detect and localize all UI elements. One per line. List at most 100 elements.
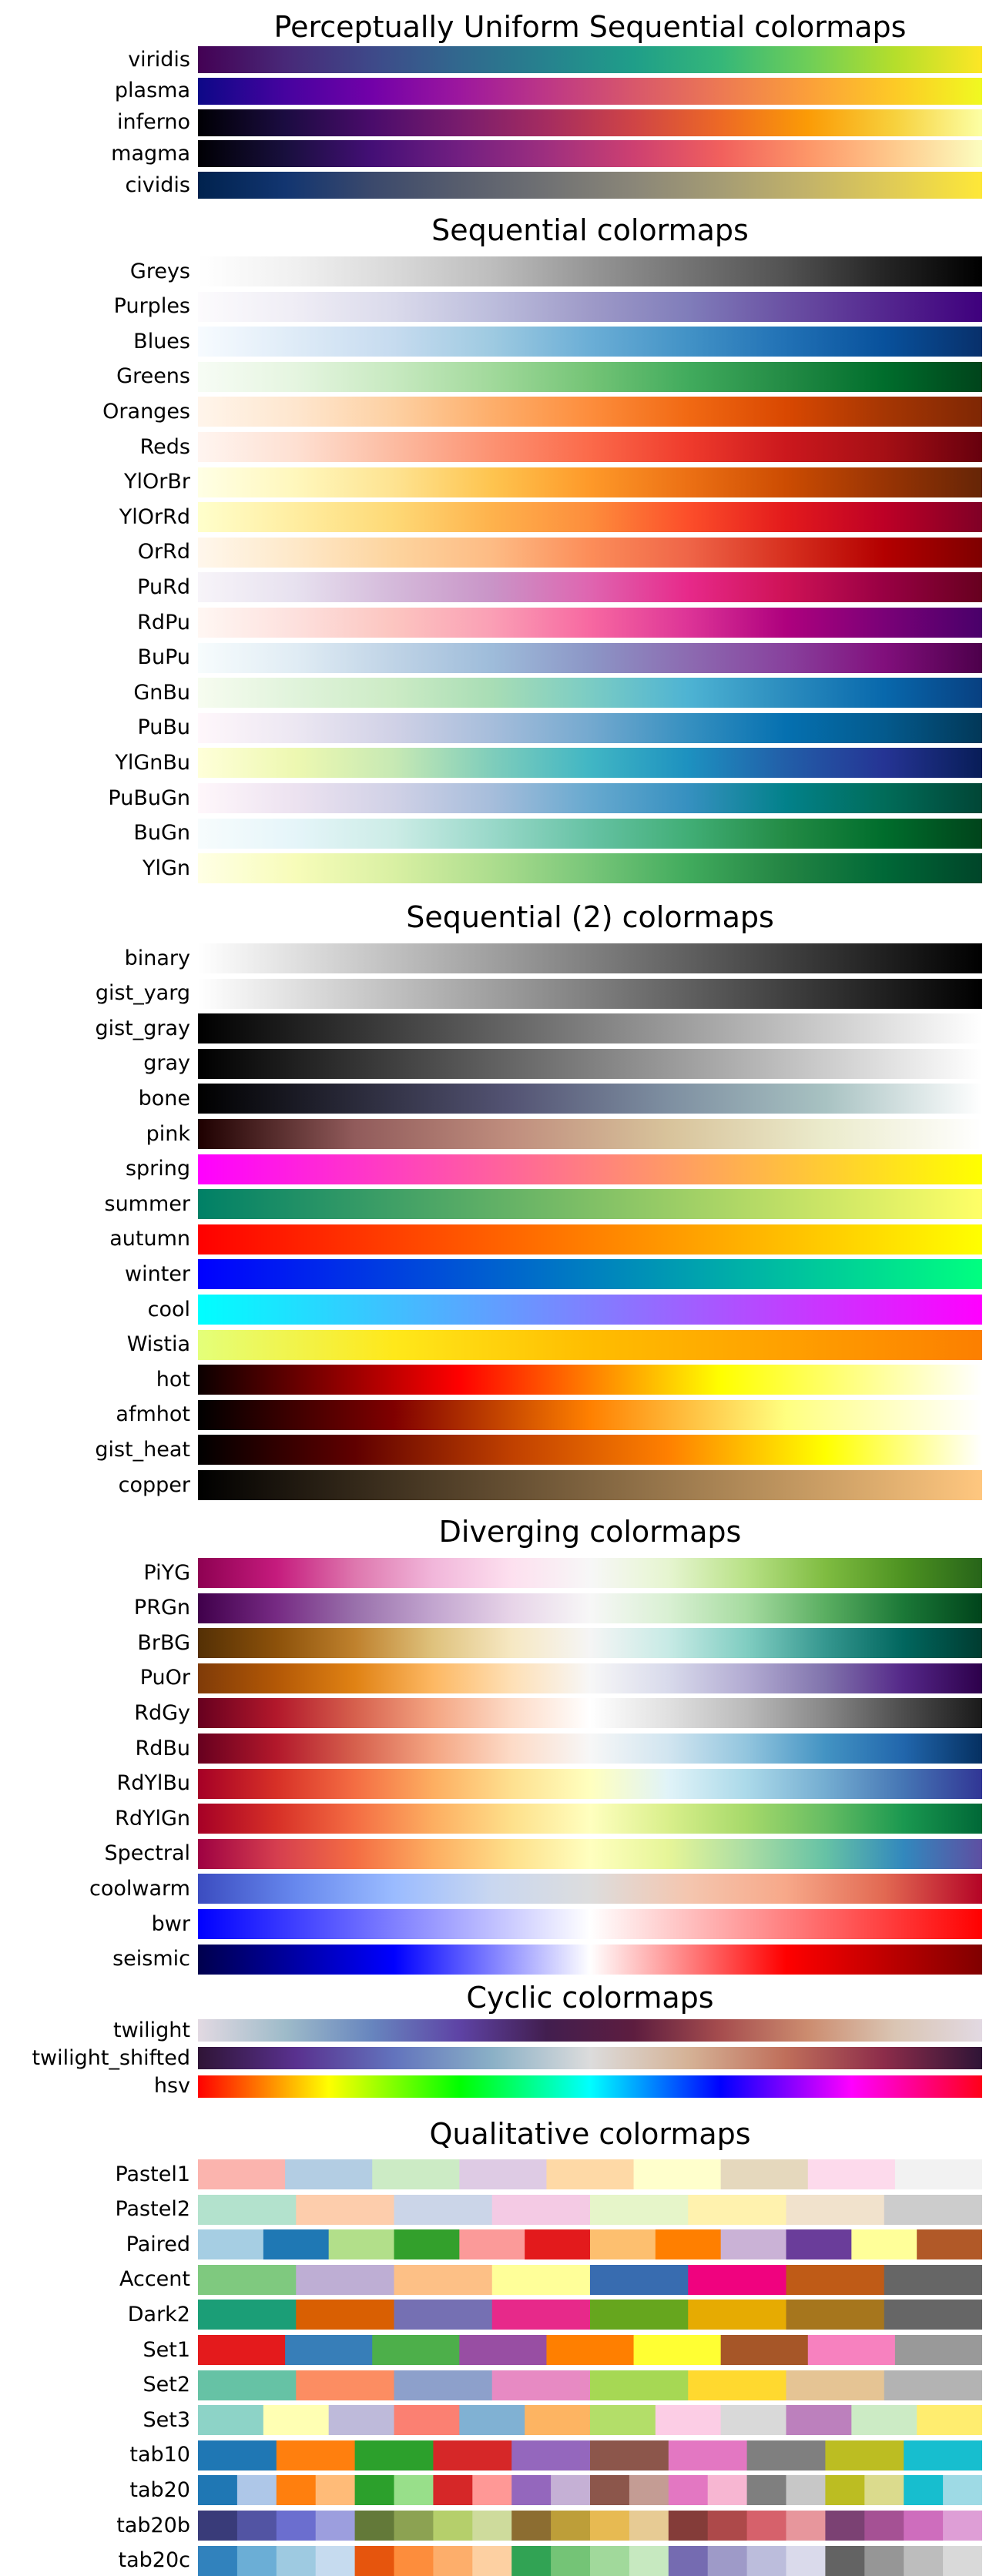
color-cell-tab20-15	[786, 2475, 827, 2506]
colormap-label-set3: Set3	[143, 2407, 190, 2432]
color-cell-tab20-3	[315, 2475, 356, 2506]
section-title-sequential-colormaps: Sequential colormaps	[431, 213, 749, 247]
colormap-swatch-ylgn	[198, 853, 982, 884]
colormap-label-paired: Paired	[126, 2232, 190, 2256]
color-cell-dark2-3	[491, 2300, 591, 2330]
color-cell-tab20b-8	[511, 2511, 552, 2541]
colormap-label-bugn: BuGn	[133, 821, 190, 846]
color-cell-pastel2-6	[786, 2194, 885, 2225]
colormap-label-piyg: PiYG	[143, 1560, 190, 1585]
gradient-fill-gnbu	[198, 678, 982, 708]
colormap-label-reds: Reds	[139, 434, 190, 459]
color-cell-tab20c-9	[551, 2545, 591, 2576]
gradient-fill-reds	[198, 432, 982, 462]
color-cell-dark2-0	[198, 2300, 297, 2330]
colormap-bar-greens	[198, 361, 982, 392]
color-cell-set2-3	[491, 2370, 591, 2400]
colormap-bar-set2	[198, 2370, 982, 2400]
colormap-label-bwr: bwr	[151, 1911, 190, 1936]
colormap-swatch-viridis	[198, 46, 982, 73]
colormap-bar-seismic	[198, 1944, 982, 1975]
colormap-bar-pink	[198, 1119, 982, 1149]
color-cell-set3-5	[525, 2405, 591, 2436]
colormap-bar-cividis	[198, 172, 982, 199]
colormap-bar-bwr	[198, 1909, 982, 1939]
colormap-swatch-tab20	[198, 2475, 982, 2506]
colormap-swatch-bupu	[198, 642, 982, 673]
color-cell-set3-4	[459, 2405, 525, 2436]
colormap-swatch-gist-heat	[198, 1435, 982, 1466]
color-cell-paired-10	[851, 2229, 917, 2260]
color-cell-pastel1-1	[285, 2159, 373, 2189]
colormap-swatch-plasma	[198, 77, 982, 105]
color-cell-pastel1-3	[459, 2159, 548, 2189]
colormap-swatch-tab20b	[198, 2511, 982, 2541]
colormap-bar-binary	[198, 943, 982, 973]
colormap-bar-gist-gray	[198, 1013, 982, 1044]
colormap-label-summer: summer	[104, 1191, 191, 1216]
gradient-fill-spring	[198, 1154, 982, 1184]
color-cell-pastel1-6	[720, 2159, 809, 2189]
colormap-bar-bone	[198, 1084, 982, 1114]
color-cell-tab20c-14	[746, 2545, 787, 2576]
color-cell-tab20b-12	[668, 2511, 709, 2541]
colormap-swatch-brbg	[198, 1628, 982, 1659]
colormap-swatch-ylgnbu	[198, 748, 982, 779]
color-cell-tab20b-19	[943, 2511, 982, 2541]
gradient-fill-ylorbr	[198, 467, 982, 497]
colormap-bar-tab20c	[198, 2545, 982, 2576]
colormap-swatch-ylorbr	[198, 467, 982, 497]
color-cell-tab20-19	[943, 2475, 982, 2506]
colormap-swatch-twilight-shifted	[198, 2047, 982, 2070]
gradient-fill-oranges	[198, 397, 982, 427]
color-cell-tab20-5	[394, 2475, 434, 2506]
colormap-swatch-hot	[198, 1365, 982, 1395]
colormap-bar-gray	[198, 1048, 982, 1079]
color-cell-set2-6	[786, 2370, 885, 2400]
gradient-fill-viridis	[198, 46, 982, 73]
colormap-label-spring: spring	[125, 1157, 190, 1181]
colormap-label-tab20b: tab20b	[116, 2513, 190, 2537]
colormap-bar-rdylbu	[198, 1768, 982, 1799]
gradient-fill-bone	[198, 1084, 982, 1114]
color-cell-set1-8	[894, 2335, 982, 2365]
gradient-fill-brbg	[198, 1628, 982, 1659]
color-cell-pastel1-7	[807, 2159, 896, 2189]
colormap-swatch-bone	[198, 1084, 982, 1114]
gradient-fill-afmhot	[198, 1399, 982, 1430]
color-cell-pastel1-0	[198, 2159, 286, 2189]
colormap-bar-ylgnbu	[198, 748, 982, 779]
gradient-fill-cool	[198, 1295, 982, 1325]
color-cell-paired-0	[198, 2229, 264, 2260]
color-cell-tab20b-16	[825, 2511, 865, 2541]
colormap-swatch-rdbu	[198, 1734, 982, 1764]
gradient-fill-purd	[198, 572, 982, 603]
colormap-label-rdpu: RdPu	[137, 610, 190, 635]
colormap-bar-rdgy	[198, 1698, 982, 1729]
gradient-fill-gray	[198, 1048, 982, 1079]
colormap-swatch-bugn	[198, 818, 982, 849]
colormap-label-gist-gray: gist_gray	[95, 1016, 190, 1040]
colormap-swatch-gist-yarg	[198, 978, 982, 1009]
colormap-label-pink: pink	[146, 1121, 190, 1146]
color-cell-paired-1	[263, 2229, 330, 2260]
color-cell-pastel1-4	[546, 2159, 635, 2189]
colormap-swatch-bwr	[198, 1909, 982, 1939]
color-cell-set3-2	[328, 2405, 395, 2436]
colormap-label-twilight-shifted: twilight_shifted	[32, 2045, 190, 2070]
color-cell-dark2-2	[394, 2300, 493, 2330]
gradient-fill-cividis	[198, 172, 982, 199]
colormap-swatch-set3	[198, 2405, 982, 2436]
colormap-label-set2: Set2	[143, 2373, 190, 2397]
colormap-swatch-tab10	[198, 2440, 982, 2470]
colormap-bar-prgn	[198, 1593, 982, 1623]
color-cell-set2-1	[296, 2370, 395, 2400]
color-cell-tab20c-8	[511, 2545, 552, 2576]
colormap-bar-winter	[198, 1259, 982, 1290]
color-cell-pastel2-7	[884, 2194, 982, 2225]
color-cell-set2-7	[884, 2370, 982, 2400]
color-cell-tab20-2	[276, 2475, 317, 2506]
colormap-swatch-autumn	[198, 1224, 982, 1255]
colormap-bar-plasma	[198, 77, 982, 105]
color-cell-set3-7	[655, 2405, 722, 2436]
